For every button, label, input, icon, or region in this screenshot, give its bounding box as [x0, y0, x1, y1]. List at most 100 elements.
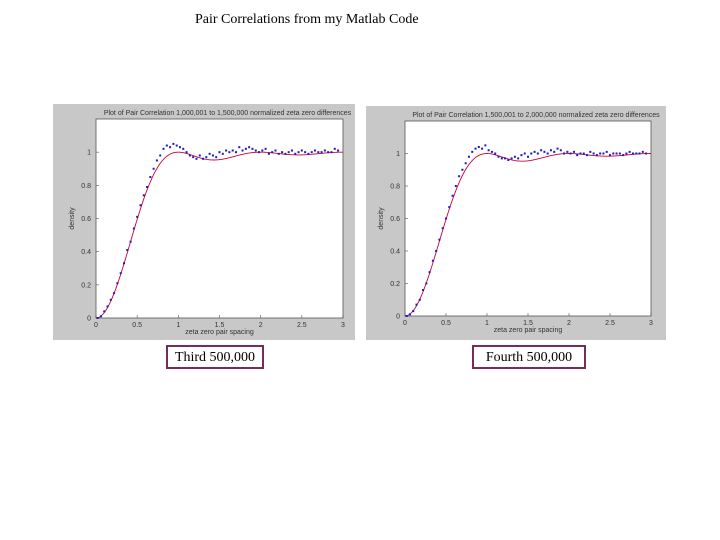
data-point: [451, 194, 454, 197]
data-point: [586, 154, 589, 157]
data-point: [109, 298, 112, 301]
data-point: [458, 175, 461, 178]
data-point: [513, 155, 516, 158]
data-point: [645, 152, 648, 155]
data-point: [244, 147, 247, 150]
data-point: [126, 249, 129, 252]
data-point: [211, 154, 214, 157]
data-point: [304, 151, 307, 154]
data-point: [595, 154, 598, 157]
data-point: [274, 149, 277, 152]
chart-title: Plot of Pair Correlation 1,500,001 to 2,…: [412, 112, 660, 119]
data-point: [638, 152, 641, 155]
data-point: [287, 151, 290, 154]
data-point: [641, 150, 644, 153]
x-tick-label: 1.5: [215, 322, 225, 329]
data-point: [142, 194, 145, 197]
data-point: [218, 151, 221, 154]
data-point: [441, 227, 444, 230]
y-axis-label: density: [378, 207, 385, 230]
data-point: [609, 154, 611, 157]
data-point: [477, 146, 480, 148]
data-point: [530, 152, 533, 155]
data-point: [205, 156, 208, 159]
data-point: [248, 146, 251, 149]
y-tick-label: 0.6: [81, 216, 91, 223]
data-point: [208, 152, 211, 155]
data-point: [297, 151, 300, 154]
data-point: [487, 149, 490, 152]
data-point: [415, 303, 418, 306]
data-point: [258, 151, 261, 154]
data-point: [615, 152, 618, 155]
data-point: [323, 149, 326, 152]
data-point: [254, 149, 257, 152]
data-point: [113, 292, 116, 295]
data-point: [106, 305, 109, 308]
data-point: [195, 157, 198, 160]
caption-third-500000: Third 500,000: [166, 345, 264, 369]
data-point: [445, 217, 447, 220]
data-point: [264, 147, 267, 150]
y-tick-label: 0.6: [390, 216, 400, 223]
data-point: [310, 151, 313, 154]
data-point: [549, 149, 552, 152]
data-point: [198, 154, 201, 157]
data-point: [625, 152, 628, 155]
data-point: [175, 144, 178, 147]
chart-panel-right: Plot of Pair Correlation 1,500,001 to 2,…: [366, 106, 666, 340]
data-point: [132, 227, 135, 230]
data-point: [405, 315, 408, 317]
y-tick-label: 0.8: [390, 184, 400, 191]
data-point: [553, 150, 556, 153]
data-point: [510, 157, 513, 160]
data-point: [612, 152, 615, 155]
data-point: [494, 152, 497, 155]
data-point: [431, 259, 434, 262]
data-point: [435, 250, 438, 252]
data-point: [635, 152, 638, 155]
x-axis-label: zeta zero pair spacing: [494, 327, 563, 334]
data-point: [261, 149, 264, 152]
y-tick-label: 0.2: [390, 281, 400, 288]
data-point: [234, 151, 237, 154]
data-point: [517, 157, 520, 160]
x-tick-label: 0: [94, 322, 98, 329]
data-point: [602, 152, 605, 155]
data-point: [116, 282, 119, 285]
data-point: [543, 150, 546, 153]
data-point: [139, 204, 142, 207]
chart-title: Plot of Pair Correlation 1,000,001 to 1,…: [104, 110, 352, 117]
data-point: [129, 240, 132, 243]
data-point: [178, 146, 181, 149]
data-point: [307, 152, 310, 155]
data-point: [504, 157, 507, 160]
x-tick-label: 1: [176, 322, 180, 329]
data-point: [497, 155, 500, 158]
data-point: [576, 154, 579, 157]
data-point: [569, 152, 572, 155]
data-point: [146, 185, 149, 188]
data-point: [182, 147, 185, 150]
x-tick-label: 1: [485, 320, 489, 327]
data-point: [337, 149, 340, 152]
data-point: [122, 262, 125, 265]
data-point: [533, 150, 536, 153]
x-axis-label: zeta zero pair spacing: [185, 329, 254, 336]
data-point: [507, 159, 510, 161]
y-tick-label: 0.8: [81, 183, 91, 190]
data-point: [169, 146, 172, 149]
data-point: [481, 147, 484, 150]
data-point: [448, 206, 451, 209]
data-point: [136, 215, 139, 218]
data-point: [412, 310, 415, 313]
data-point: [277, 152, 280, 155]
y-tick-label: 0.2: [81, 282, 91, 289]
y-tick-label: 1: [396, 151, 400, 158]
data-point: [152, 167, 155, 170]
data-point: [96, 317, 99, 319]
pair-correlation-chart-fourth: Plot of Pair Correlation 1,500,001 to 2,…: [378, 112, 660, 334]
pair-correlation-chart-third: Plot of Pair Correlation 1,000,001 to 1,…: [69, 110, 352, 336]
data-point: [490, 150, 493, 153]
x-tick-label: 1.5: [523, 320, 533, 327]
